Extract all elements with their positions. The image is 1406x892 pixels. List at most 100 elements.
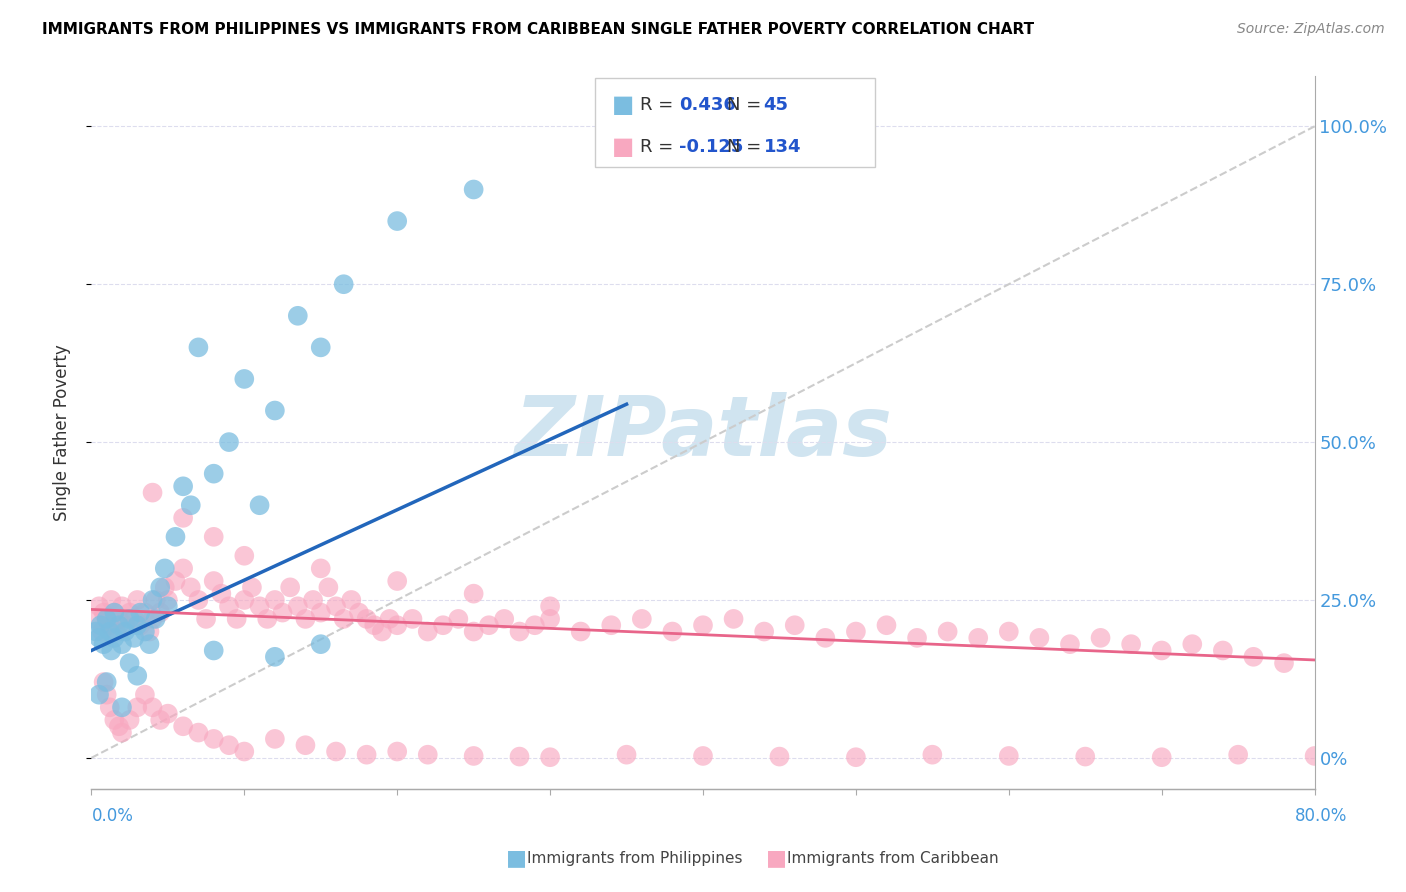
Point [111,725,134,739]
Point [845,750,868,764]
Point [127,700,149,714]
Point [921,747,943,762]
Point [783,618,806,632]
Point [91,624,114,639]
Point [134,688,156,702]
Point [103,631,125,645]
Point [385,745,409,759]
Text: N =: N = [727,138,766,156]
Point [385,214,409,228]
Point [172,479,194,493]
Point [165,530,187,544]
Point [416,747,439,762]
Point [156,706,179,721]
Point [129,606,152,620]
Point [172,719,194,733]
Text: ZIPatlas: ZIPatlas [515,392,891,473]
Point [127,618,149,632]
Point [325,745,347,759]
Point [264,649,287,664]
Point [218,738,240,752]
Point [754,624,776,639]
Point [600,618,623,632]
Text: Source: ZipAtlas.com: Source: ZipAtlas.com [1237,22,1385,37]
Point [287,599,309,614]
Text: IMMIGRANTS FROM PHILIPPINES VS IMMIGRANTS FROM CARIBBEAN SINGLE FATHER POVERTY C: IMMIGRANTS FROM PHILIPPINES VS IMMIGRANT… [42,22,1035,37]
Point [356,747,378,762]
Point [141,700,163,714]
Text: R =: R = [640,138,679,156]
Point [287,309,309,323]
Point [153,561,176,575]
Point [156,593,179,607]
Text: ■: ■ [612,136,634,159]
Point [385,618,409,632]
Point [264,403,287,417]
Point [104,624,127,639]
Point [149,713,172,727]
Point [998,748,1021,763]
Point [569,624,592,639]
Point [145,593,167,607]
Text: 134: 134 [763,138,801,156]
Point [180,580,202,594]
Point [875,618,898,632]
Point [87,631,110,645]
Point [1181,637,1204,651]
Text: Immigrants from Caribbean: Immigrants from Caribbean [787,851,1000,865]
Point [156,599,179,614]
Point [256,612,278,626]
Point [463,748,485,763]
Point [87,599,110,614]
Point [138,637,160,651]
Point [1243,649,1265,664]
Point [309,606,332,620]
Point [165,574,187,588]
Point [538,612,561,626]
Point [661,624,683,639]
Point [905,631,928,645]
Point [240,580,263,594]
Point [1090,631,1112,645]
Point [347,606,370,620]
Point [509,624,531,639]
Point [96,675,118,690]
Point [127,669,149,683]
Point [141,485,163,500]
Point [129,618,152,632]
Point [1150,750,1173,764]
Point [309,340,332,354]
Text: 45: 45 [763,96,789,114]
Point [1059,637,1081,651]
Point [271,606,294,620]
Point [309,561,332,575]
Point [111,637,134,651]
Point [134,624,156,639]
Point [1212,643,1234,657]
Point [356,612,378,626]
Point [153,580,176,594]
Point [494,612,516,626]
Point [108,612,131,626]
Point [332,612,354,626]
Point [118,656,141,670]
Point [371,624,394,639]
Point [249,599,271,614]
Point [218,435,240,450]
Point [96,688,118,702]
Point [122,612,145,626]
Point [233,593,256,607]
Point [1074,749,1097,764]
Point [209,587,232,601]
Point [114,618,136,632]
Point [814,631,837,645]
Point [233,372,256,386]
Point [98,618,121,632]
Point [1227,747,1250,762]
Point [141,612,163,626]
Point [103,606,125,620]
Point [967,631,990,645]
Text: -0.125: -0.125 [679,138,744,156]
Point [325,599,347,614]
Text: ■: ■ [766,848,787,868]
